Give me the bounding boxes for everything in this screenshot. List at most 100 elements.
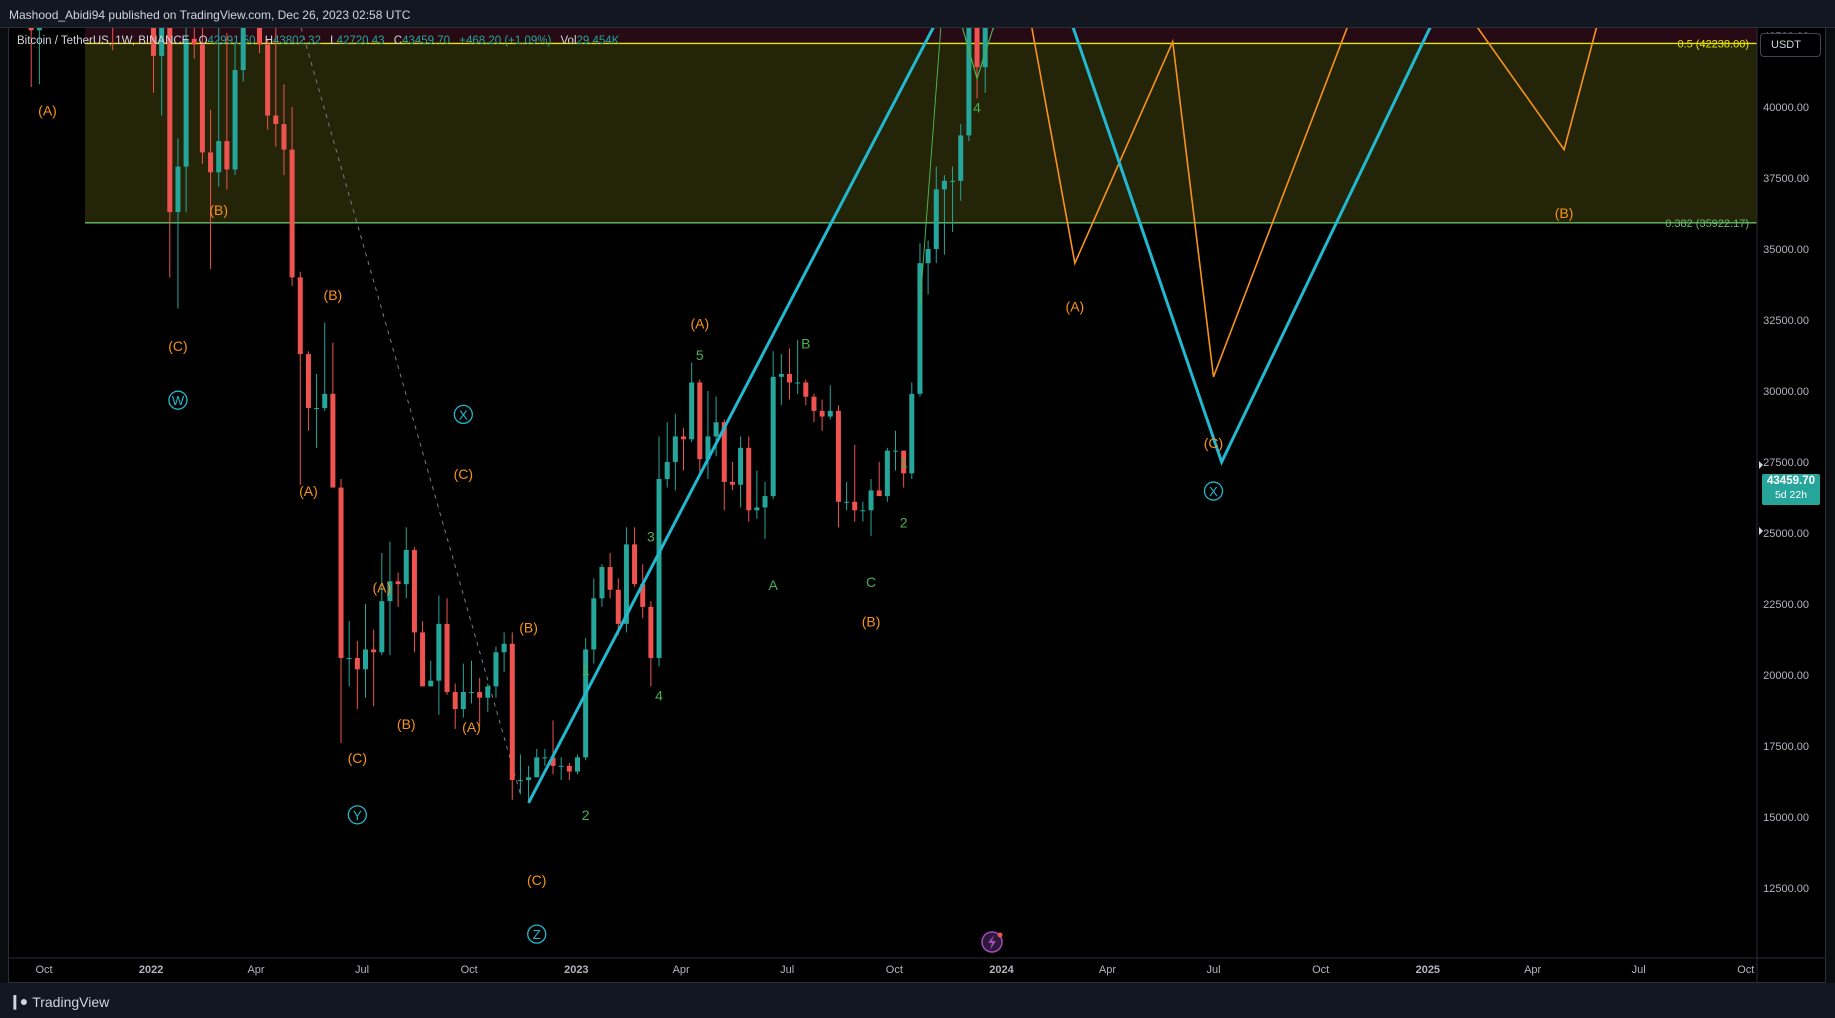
x-tick-label: Oct bbox=[1312, 964, 1329, 976]
candle-body bbox=[493, 652, 499, 687]
candle-body bbox=[827, 410, 833, 417]
y-tick-label: 32500.00 bbox=[1763, 315, 1809, 327]
candle-body bbox=[566, 765, 572, 772]
candle-body bbox=[966, 28, 972, 136]
candle-body bbox=[338, 487, 344, 658]
candle-body bbox=[819, 410, 825, 417]
candle-body bbox=[240, 28, 246, 71]
y-tick-label: 17500.00 bbox=[1763, 741, 1809, 753]
candle-body bbox=[901, 450, 907, 474]
candle-body bbox=[387, 581, 393, 602]
candle-body bbox=[534, 757, 540, 778]
x-tick-label: 2022 bbox=[139, 964, 163, 976]
currency-selector[interactable]: USDT bbox=[1760, 33, 1821, 57]
candle-body bbox=[550, 757, 556, 766]
wave-label: (A) bbox=[462, 719, 481, 735]
wave-label: Y bbox=[353, 808, 362, 823]
candle-body bbox=[982, 28, 988, 68]
chart-frame[interactable] bbox=[8, 27, 1826, 983]
candle-body bbox=[991, 9, 996, 22]
candle-body bbox=[509, 643, 515, 781]
y-tick-label: 15000.00 bbox=[1763, 812, 1809, 824]
candle-body bbox=[917, 263, 923, 394]
candle-body bbox=[460, 692, 466, 710]
candle-body bbox=[183, 38, 189, 167]
candle-body bbox=[558, 765, 564, 767]
wave-label-circle bbox=[347, 805, 367, 825]
bar-countdown: 5d 22h bbox=[1774, 489, 1808, 501]
publish-info: Mashood_Abidi94 published on TradingView… bbox=[9, 8, 411, 22]
candle-body bbox=[778, 373, 784, 377]
close-label: C bbox=[393, 35, 403, 47]
wave-label-circle bbox=[527, 924, 547, 944]
symbol-legend: Bitcoin / TetherUS, 1W, BINANCE O42991.5… bbox=[17, 35, 619, 47]
candle-body bbox=[770, 376, 776, 497]
fib-zone-618-500 bbox=[85, 28, 1757, 44]
candle-body bbox=[680, 436, 686, 440]
footer-bar bbox=[0, 983, 1835, 1018]
wave-label-circle bbox=[1203, 481, 1224, 501]
candle-body bbox=[811, 396, 817, 411]
symbol-name[interactable]: Bitcoin / TetherUS, 1W, BINANCE bbox=[17, 35, 190, 47]
candle-body bbox=[892, 450, 898, 452]
candle-body bbox=[868, 490, 874, 511]
candle-body bbox=[795, 382, 801, 384]
scale-marker-icon bbox=[1759, 461, 1763, 469]
candle-body bbox=[689, 382, 695, 440]
wave-label: (A) bbox=[38, 103, 57, 119]
wave-label: 2 bbox=[900, 514, 908, 530]
candle-body bbox=[721, 422, 727, 482]
candle-body bbox=[599, 567, 605, 599]
candle-body bbox=[477, 692, 483, 698]
candle-body bbox=[395, 581, 401, 585]
wave-label: (B) bbox=[209, 202, 228, 218]
candle-body bbox=[354, 657, 360, 670]
minor-projection-path bbox=[961, 28, 994, 81]
x-tick-label: Oct bbox=[886, 964, 903, 976]
fib-zone-500-382 bbox=[85, 43, 1757, 223]
wave-label: 2 bbox=[582, 807, 590, 823]
candle-body bbox=[876, 490, 882, 497]
x-tick-label: Jul bbox=[1206, 964, 1220, 976]
candle-body bbox=[379, 601, 385, 653]
x-tick-label: 2024 bbox=[989, 964, 1014, 976]
wave-label: W bbox=[172, 393, 185, 408]
candle-body bbox=[884, 450, 890, 497]
wave-label: (A) bbox=[299, 483, 318, 499]
scale-marker-icon bbox=[1759, 527, 1763, 535]
wave-label: (C) bbox=[454, 466, 473, 482]
candle-body bbox=[623, 544, 629, 624]
candle-body bbox=[835, 410, 841, 502]
candle-body bbox=[485, 686, 491, 698]
y-tick-label: 37500.00 bbox=[1763, 173, 1809, 185]
candle-body bbox=[632, 544, 638, 585]
candle-body bbox=[371, 649, 377, 653]
candle-body bbox=[705, 436, 711, 460]
wave-label-circle bbox=[453, 404, 473, 425]
candle-body bbox=[199, 44, 205, 153]
change-value: +468.20 (+1.09%) bbox=[459, 35, 552, 47]
candle-body bbox=[36, 28, 42, 31]
candle-body bbox=[444, 623, 450, 693]
wave-label: 4 bbox=[655, 688, 663, 704]
tradingview-brand[interactable]: ❙● TradingView bbox=[9, 993, 109, 1010]
candle-body bbox=[615, 589, 621, 624]
open-label: O bbox=[198, 35, 208, 47]
fib-label-0.382: 0.382 (35922.17) bbox=[1665, 218, 1749, 230]
x-tick-label: Apr bbox=[673, 964, 690, 976]
candle-body bbox=[909, 393, 915, 474]
event-flash-dot bbox=[997, 932, 1003, 938]
wave-label: (A) bbox=[690, 316, 709, 332]
candle-body bbox=[713, 422, 719, 437]
candle-body bbox=[256, 28, 262, 45]
candle-body bbox=[322, 393, 328, 409]
candle-body bbox=[672, 436, 678, 462]
candle-body bbox=[265, 44, 271, 116]
wave-label: (C) bbox=[348, 750, 367, 766]
wave-label: X bbox=[1209, 484, 1218, 499]
tradingview-logo-icon: ❙● bbox=[9, 993, 28, 1009]
wave-label: (B) bbox=[519, 619, 538, 635]
candle-body bbox=[933, 189, 939, 249]
wave-label: A bbox=[769, 577, 779, 593]
